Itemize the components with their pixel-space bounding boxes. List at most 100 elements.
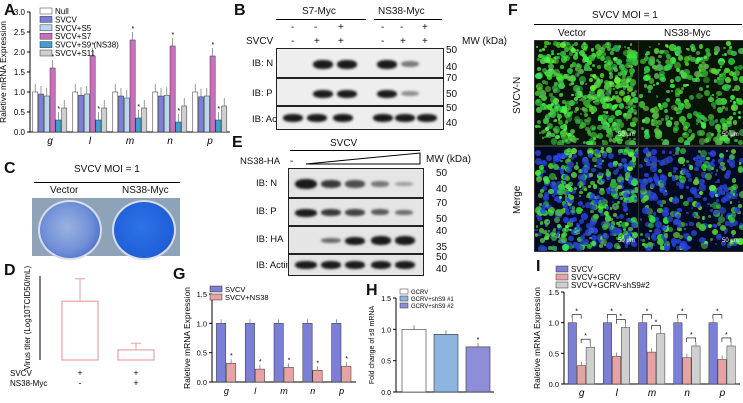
cell-dot — [650, 165, 657, 172]
cell-dot — [573, 242, 578, 247]
cell-dot — [563, 216, 570, 223]
cell-dot — [606, 133, 609, 137]
cell-dot — [579, 93, 583, 98]
cell-dot — [642, 239, 646, 243]
cell-dot — [633, 197, 637, 201]
cell-dot — [647, 84, 653, 91]
cell-dot — [587, 152, 594, 159]
cell-dot — [567, 67, 574, 74]
cell-dot — [551, 229, 556, 234]
cell-dot — [622, 227, 626, 231]
y-axis-label: Virus titer (Log10TCID50/mL) — [23, 266, 32, 371]
cell-dot — [641, 242, 646, 247]
cell-dot — [714, 51, 719, 56]
cell-dot — [590, 180, 595, 185]
b-top-sign-1: - — [291, 22, 295, 33]
cell-dot — [552, 127, 556, 131]
cell-dot — [711, 94, 714, 97]
significance-star: * — [646, 309, 649, 316]
b-mw-n-2: 40 — [446, 62, 458, 73]
cell-dot — [565, 202, 568, 205]
cell-dot — [683, 121, 690, 129]
row-label: NS38-Myc — [10, 379, 47, 388]
cell-dot — [535, 169, 542, 176]
cell-dot — [729, 46, 732, 49]
bar — [152, 91, 159, 133]
cell-dot — [650, 123, 654, 127]
cell-dot — [536, 57, 541, 62]
cell-dot — [602, 139, 609, 145]
e-mw-ha-2: 35 — [436, 242, 448, 253]
cell-dot — [724, 231, 727, 234]
cell-dot — [625, 172, 631, 178]
cell-dot — [553, 106, 560, 112]
cell-dot — [715, 192, 720, 197]
cell-dot — [682, 125, 689, 132]
cell-dot — [591, 94, 597, 101]
x-category-label: p — [206, 136, 213, 147]
cell-dot — [698, 86, 703, 91]
cell-dot — [655, 95, 659, 98]
cell-dot — [579, 80, 585, 86]
cell-dot — [585, 127, 590, 132]
cell-dot — [536, 181, 539, 184]
cell-dot — [629, 79, 637, 86]
cell-dot — [543, 195, 550, 202]
cell-dot — [645, 245, 652, 251]
cell-dot — [627, 165, 634, 172]
cell-dot — [700, 94, 704, 98]
cell-dot — [698, 65, 706, 73]
cell-dot — [587, 243, 593, 249]
cell-dot — [687, 128, 692, 133]
cell-dot — [586, 94, 592, 100]
cell-dot — [701, 216, 705, 220]
cell-dot — [726, 170, 731, 175]
cell-dot — [628, 217, 631, 220]
cell-dot — [610, 73, 614, 76]
cell-dot — [557, 231, 561, 235]
cell-dot — [652, 174, 660, 182]
cell-dot — [683, 83, 687, 88]
cell-dot — [731, 50, 737, 56]
cell-dot — [666, 244, 669, 247]
cell-dot — [598, 201, 606, 208]
cell-dot — [710, 171, 714, 174]
cell-dot — [627, 151, 634, 158]
cell-dot — [657, 60, 661, 64]
cell-dot — [660, 175, 667, 183]
cell-dot — [701, 61, 707, 67]
cell-dot — [674, 196, 677, 199]
cell-dot — [704, 47, 710, 53]
cell-dot — [629, 65, 634, 69]
legend-swatch — [399, 302, 409, 309]
cell-dot — [716, 234, 720, 238]
c-plate-bg-2 — [106, 198, 180, 260]
cell-dot — [670, 238, 678, 246]
cell-dot — [542, 129, 547, 133]
cell-dot — [550, 100, 555, 106]
e-row-label-n: IB: N — [256, 178, 278, 189]
cell-dot — [540, 90, 547, 97]
legend-label: SVCV — [571, 265, 593, 274]
cell-dot — [579, 121, 587, 129]
cell-dot — [558, 119, 564, 125]
cell-dot — [578, 149, 583, 154]
cell-dot — [629, 121, 636, 128]
cell-dot — [693, 179, 699, 186]
cell-dot — [724, 186, 730, 193]
cell-dot — [549, 103, 554, 108]
panel-label-d: D — [4, 262, 16, 279]
cell-dot — [704, 56, 707, 59]
cell-dot — [709, 204, 713, 207]
cell-dot — [597, 124, 603, 130]
cell-dot — [605, 42, 611, 48]
e-minus: - — [290, 156, 294, 167]
cell-dot — [535, 157, 542, 165]
significance-star: * — [725, 332, 728, 339]
cell-dot — [613, 212, 618, 217]
cell-dot — [563, 148, 571, 156]
cell-dot — [721, 125, 728, 132]
cell-dot — [698, 44, 704, 49]
cell-dot — [544, 232, 551, 239]
cell-dot — [545, 127, 549, 131]
